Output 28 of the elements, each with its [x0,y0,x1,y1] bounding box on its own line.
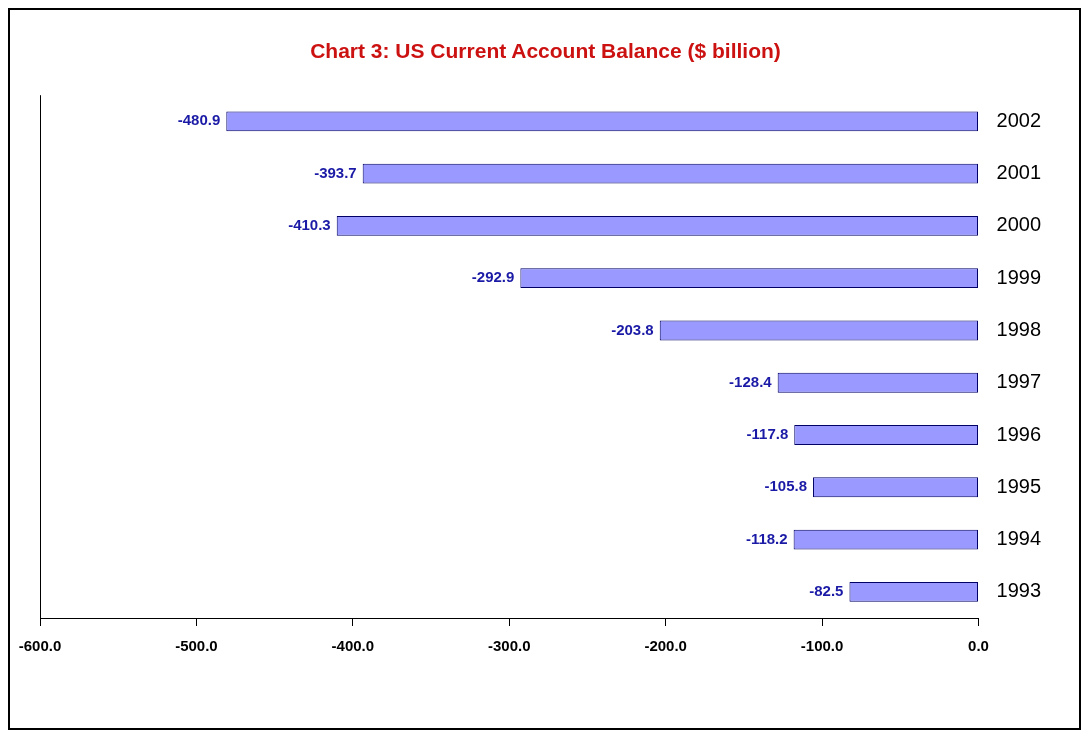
x-tick-label: -300.0 [487,637,531,655]
data-label: -393.7 [314,163,357,181]
x-tick-label: 0.0 [968,637,989,655]
x-tick-label: -600.0 [18,637,62,655]
data-label: -117.8 [746,425,789,443]
data-label: -480.9 [177,111,221,129]
y-tick-label: 2001 [996,161,1042,184]
y-tick-label: 1999 [996,265,1042,288]
x-tick-label: -500.0 [175,637,218,655]
x-tick-label: -100.0 [800,637,844,655]
data-label: -203.8 [611,320,654,338]
x-tick-label: -200.0 [644,637,687,655]
y-tick-label: 1993 [996,579,1042,602]
y-tick-label: 2000 [996,213,1042,236]
data-label: -410.3 [288,216,331,234]
y-tick-label: 1997 [996,370,1042,393]
y-tick-label: 1998 [996,317,1042,340]
data-label: -105.8 [764,477,808,495]
data-label: -118.2 [745,529,788,547]
y-tick-label: 1996 [996,422,1042,445]
data-label: -82.5 [809,582,844,599]
y-tick-label: 2002 [996,108,1042,131]
data-label: -128.4 [729,372,773,390]
x-tick-label: -400.0 [331,637,375,655]
chart-title: Chart 3: US Current Account Balance ($ billion) [310,39,781,63]
y-tick-label: 1995 [996,474,1042,497]
data-label: -292.9 [471,268,515,286]
y-tick-label: 1994 [996,527,1042,550]
